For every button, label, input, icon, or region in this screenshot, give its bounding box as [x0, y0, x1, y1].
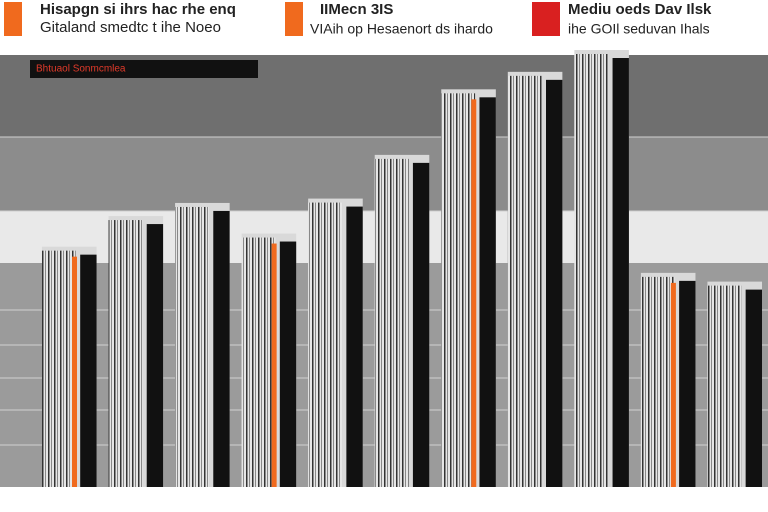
bar-accent	[72, 256, 78, 487]
bar-stripes	[108, 220, 143, 487]
bar-stripes	[41, 250, 76, 487]
bar-stripes	[507, 75, 542, 487]
bar-stripes	[308, 202, 343, 487]
bar-edge	[679, 280, 696, 487]
icon	[4, 2, 22, 36]
icon	[285, 2, 303, 36]
bar-edge	[146, 224, 164, 487]
bar-stripes	[374, 158, 409, 487]
bar-accent	[670, 282, 676, 487]
header-text: Gitaland smedtc t ihe Noeo	[40, 19, 221, 36]
bar-stripes	[707, 285, 742, 487]
header-text: Hisapgn si ihrs hac rhe enq	[40, 1, 236, 18]
bar-edge	[213, 210, 230, 487]
bar-edge	[612, 58, 629, 487]
label-box	[30, 60, 258, 78]
header-text: IIMecn 3IS	[320, 1, 393, 18]
bar-accent	[271, 243, 277, 487]
bar-stripes	[441, 93, 476, 487]
bar-edge	[346, 206, 363, 487]
bar-stripes	[574, 54, 609, 487]
header-text: ihe GOIl seduvan Ihals	[568, 21, 710, 37]
bar-edge	[745, 289, 763, 487]
bar-edge	[479, 97, 496, 487]
bar-stripes	[241, 237, 276, 487]
bar-accent	[471, 99, 477, 487]
bar-stripes	[175, 206, 209, 487]
icon	[532, 2, 560, 36]
bar-edge	[279, 241, 297, 487]
header-text: Mediu oeds Dav Ilsk	[568, 1, 712, 18]
label-box-text: Bhtuaol Sonmcmlea	[36, 64, 126, 75]
bar-edge	[80, 254, 97, 487]
bar-edge	[412, 162, 430, 487]
bar-edge	[546, 79, 563, 487]
header-text: VIAih op Hesaenort ds ihardo	[310, 21, 493, 37]
bar-stripes	[640, 276, 675, 487]
